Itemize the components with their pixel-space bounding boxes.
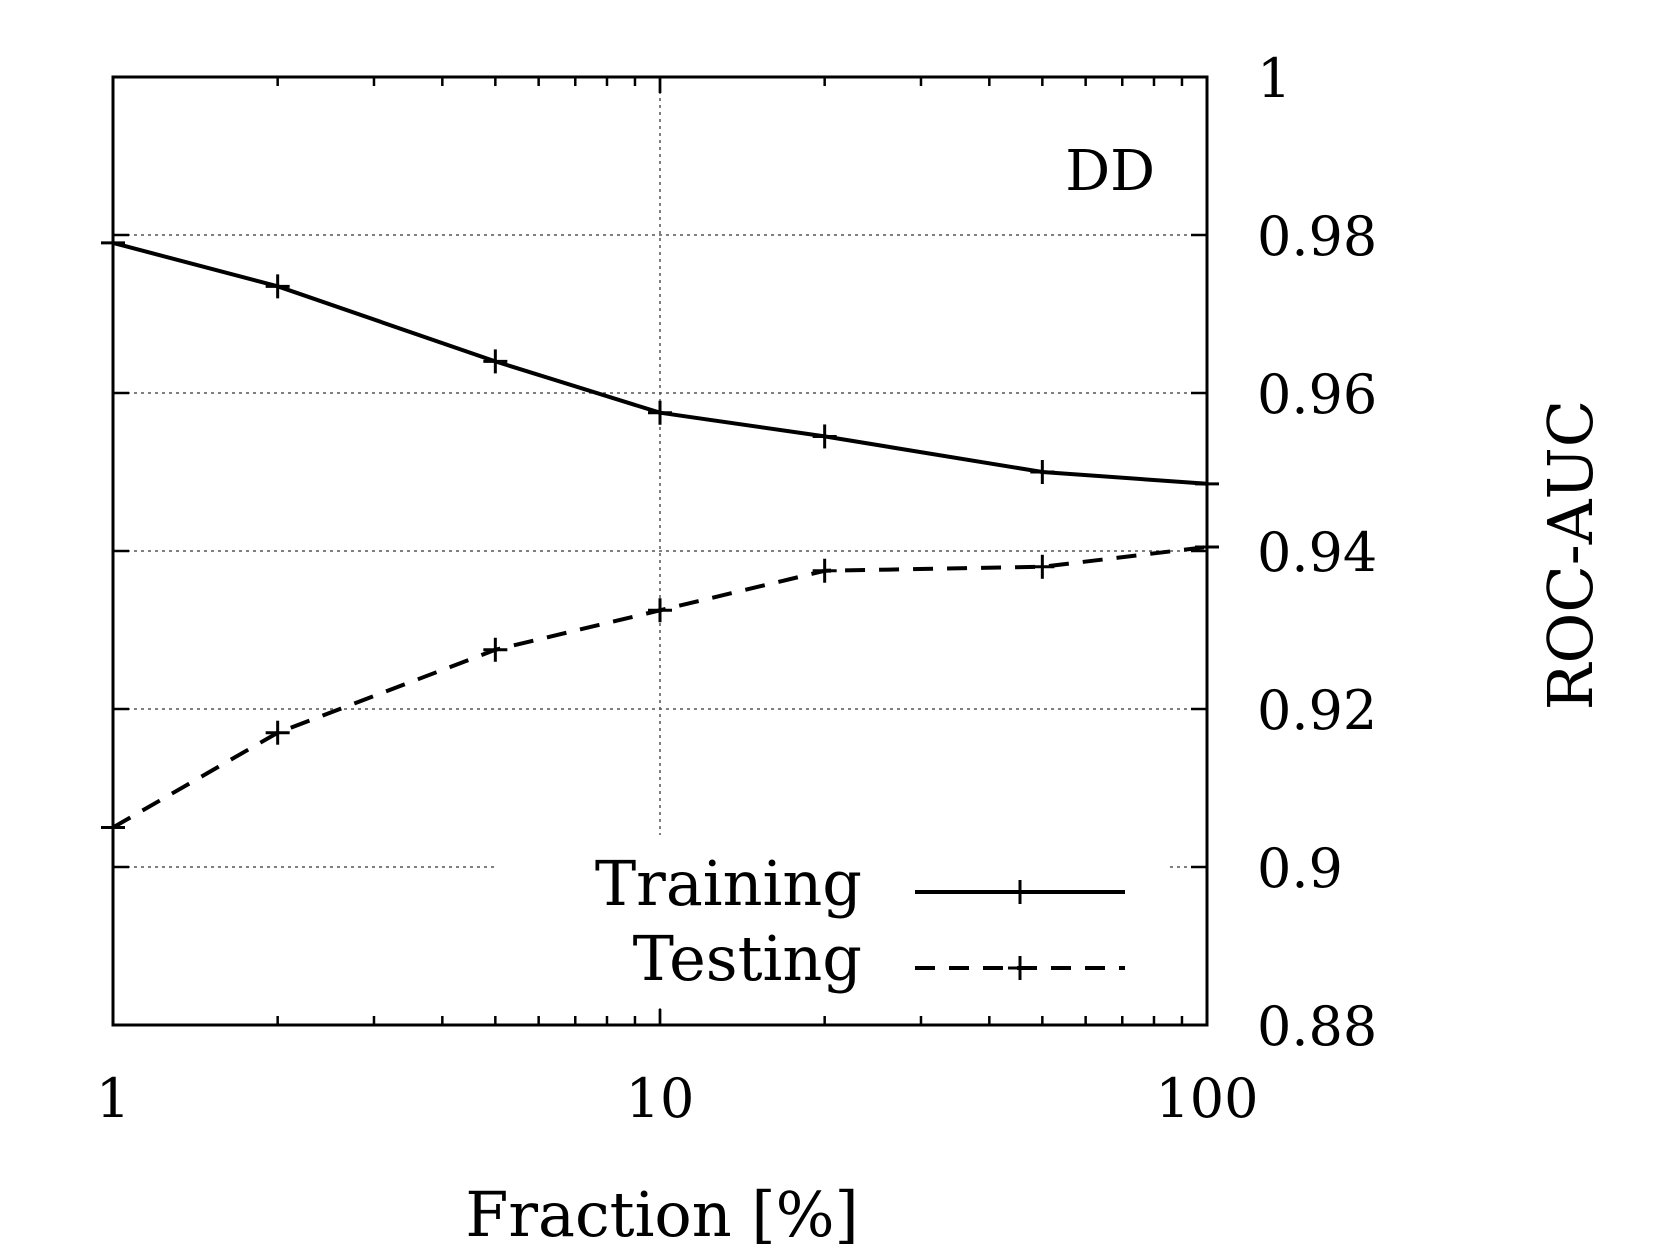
legend-marker-training [1008, 880, 1032, 904]
data-point-testing [812, 558, 837, 583]
panel-label: DD [1065, 139, 1155, 204]
data-point-training [648, 400, 672, 425]
data-point-testing [1030, 554, 1055, 579]
data-point-testing [483, 637, 508, 662]
legend-marker-testing [1008, 956, 1032, 980]
x-tick-label: 100 [1155, 1067, 1258, 1130]
y-tick-label: 0.9 [1257, 837, 1343, 900]
y-tick-label: 0.88 [1257, 995, 1377, 1058]
x-tick-label: 10 [626, 1067, 695, 1130]
y-tick-label: 1 [1257, 47, 1291, 110]
legend: Training Testing [495, 835, 1170, 1005]
data-point-training [812, 424, 837, 449]
legend-swatches [915, 880, 1125, 980]
plot-frame [111, 75, 1209, 1027]
y-tick-label: 0.98 [1257, 205, 1377, 268]
y-tick-label: 0.92 [1257, 679, 1377, 742]
legend-background [495, 835, 1170, 1005]
y-tick-label: 0.94 [1257, 521, 1377, 584]
legend-label-training: Training [595, 847, 862, 920]
x-axis-label: Fraction [%] [465, 1178, 858, 1251]
x-tick-labels: 1 10 100 [96, 1067, 1259, 1130]
data-point-training [265, 274, 290, 299]
y-tick-label: 0.96 [1257, 363, 1377, 426]
data-point-testing [648, 598, 672, 623]
y-tick-labels: 0.88 0.9 0.92 0.94 0.96 0.98 1 [1257, 47, 1377, 1058]
y-axis-label: ROC-AUC [1534, 400, 1607, 710]
data-point-training [1030, 460, 1055, 484]
x-tick-label: 1 [96, 1067, 130, 1130]
data-point-training [483, 349, 508, 374]
legend-label-testing: Testing [633, 922, 862, 995]
data-point-testing [265, 720, 290, 745]
